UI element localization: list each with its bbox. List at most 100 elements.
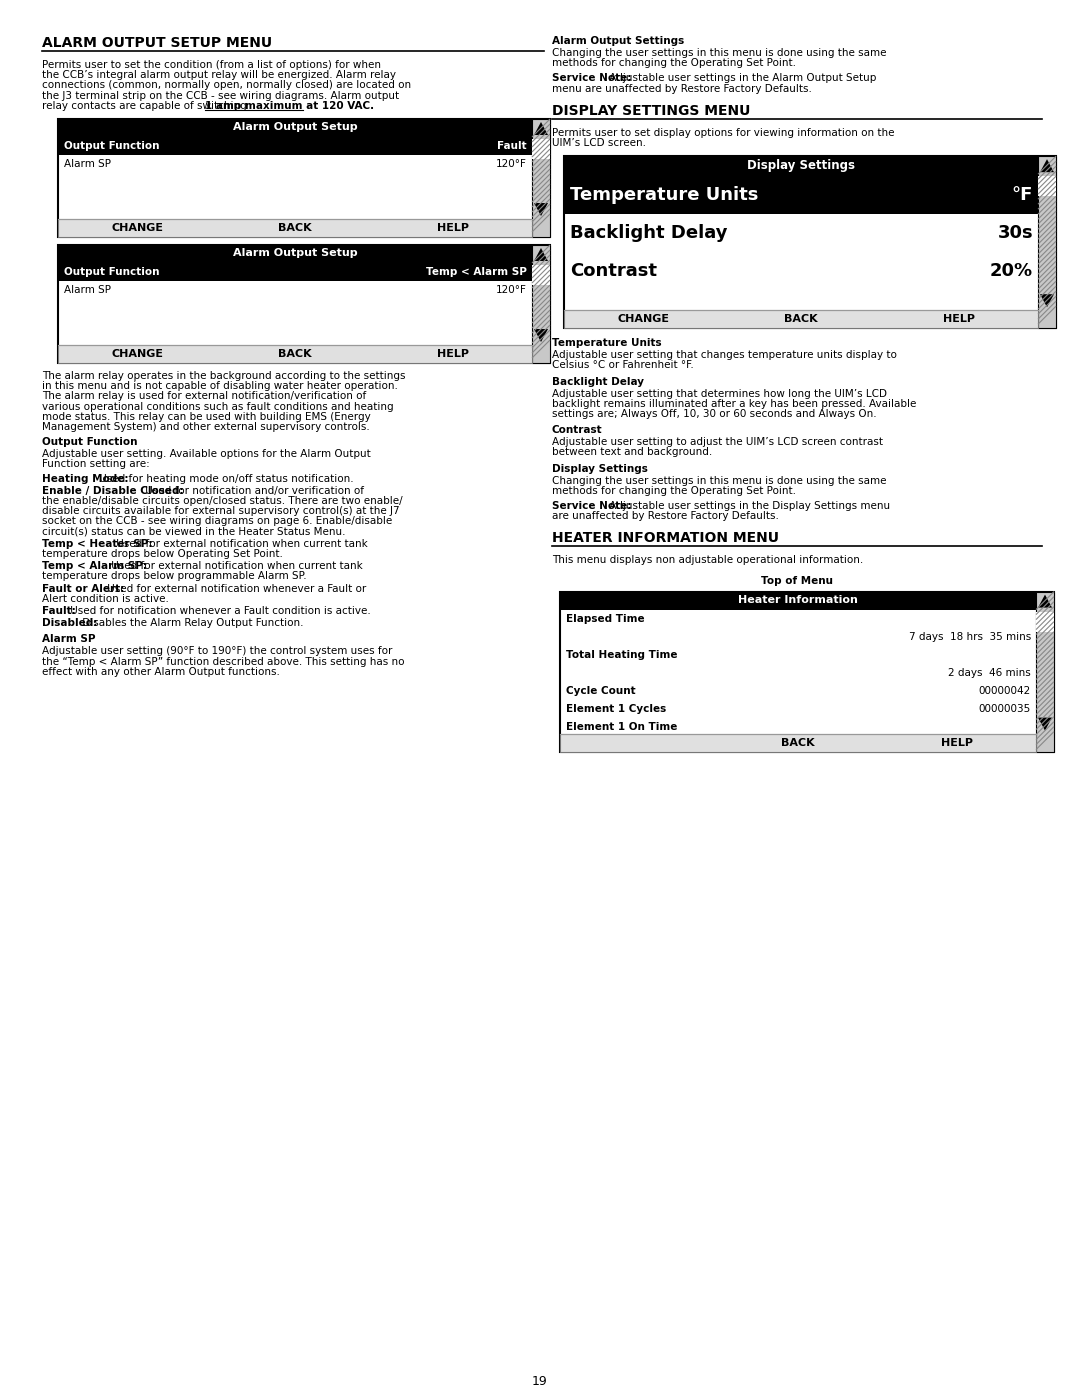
Text: ALARM OUTPUT SETUP MENU: ALARM OUTPUT SETUP MENU [42,36,272,50]
Bar [561,591,1054,752]
Polygon shape [1040,159,1054,172]
Text: The alarm relay operates in the background according to the settings: The alarm relay operates in the backgrou… [42,372,405,381]
Text: methods for changing the Operating Set Point.: methods for changing the Operating Set P… [552,59,796,68]
Text: Backlight Delay: Backlight Delay [552,377,644,387]
Bar [532,119,550,237]
Text: Heating Mode:: Heating Mode: [42,474,129,483]
Text: Heater Information: Heater Information [738,595,858,605]
Text: 30s: 30s [997,224,1032,242]
Text: Disabled:: Disabled: [42,619,97,629]
Text: menu are unaffected by Restore Factory Defaults.: menu are unaffected by Restore Factory D… [552,84,812,94]
Text: Permits user to set display options for viewing information on the: Permits user to set display options for … [552,127,894,138]
Bar [58,119,532,137]
Polygon shape [534,203,548,217]
Text: in this menu and is not capable of disabling water heater operation.: in this menu and is not capable of disab… [42,381,397,391]
Text: Element 1 Cycles: Element 1 Cycles [566,704,666,714]
Text: Used for heating mode on/off status notification.: Used for heating mode on/off status noti… [96,474,353,483]
Bar [561,733,1036,752]
Text: HELP: HELP [943,314,975,324]
Text: This menu displays non adjustable operational information.: This menu displays non adjustable operat… [552,556,863,566]
Text: Output Function: Output Function [42,437,137,447]
Text: Temp < Alarm SP: Temp < Alarm SP [427,267,527,277]
Bar [532,244,550,363]
Bar [58,244,532,263]
Text: the J3 terminal strip on the CCB - see wiring diagrams. Alarm output: the J3 terminal strip on the CCB - see w… [42,91,400,101]
Text: CHANGE: CHANGE [617,314,669,324]
Text: the enable/disable circuits open/closed status. There are two enable/: the enable/disable circuits open/closed … [42,496,403,506]
Text: Permits user to set the condition (from a list of options) for when: Permits user to set the condition (from … [42,60,381,70]
Text: backlight remains illuminated after a key has been pressed. Available: backlight remains illuminated after a ke… [552,398,916,409]
Text: Fault:: Fault: [42,606,76,616]
Text: mode status. This relay can be used with building EMS (Energy: mode status. This relay can be used with… [42,412,370,422]
Bar [58,219,532,237]
Polygon shape [534,122,548,136]
Text: 19: 19 [532,1375,548,1389]
Polygon shape [1038,718,1052,731]
Text: various operational conditions such as fault conditions and heating: various operational conditions such as f… [42,401,393,412]
Text: Changing the user settings in this menu is done using the same: Changing the user settings in this menu … [552,47,887,59]
Text: CHANGE: CHANGE [111,349,163,359]
Text: socket on the CCB - see wiring diagrams on page 6. Enable/disable: socket on the CCB - see wiring diagrams … [42,517,392,527]
Text: 120°F: 120°F [496,159,527,169]
Text: Alarm SP: Alarm SP [42,634,95,644]
Bar [564,310,1038,328]
Bar [1038,156,1056,328]
Text: Alarm SP: Alarm SP [64,159,111,169]
Text: Adjustable user setting to adjust the UIM’s LCD screen contrast: Adjustable user setting to adjust the UI… [552,437,883,447]
Text: 7 days  18 hrs  35 mins: 7 days 18 hrs 35 mins [908,631,1031,641]
Text: Enable / Disable Closed:: Enable / Disable Closed: [42,486,184,496]
Text: Management System) and other external supervisory controls.: Management System) and other external su… [42,422,369,432]
Text: CHANGE: CHANGE [111,224,163,233]
Text: °F: °F [1012,186,1032,204]
Text: HELP: HELP [437,224,469,233]
Text: disable circuits available for external supervisory control(s) at the J7: disable circuits available for external … [42,506,400,517]
Text: connections (common, normally open, normally closed) are located on: connections (common, normally open, norm… [42,81,411,91]
Text: 00000042: 00000042 [978,686,1031,696]
Text: Fault: Fault [498,141,527,151]
Text: BACK: BACK [279,224,312,233]
Bar [532,265,550,285]
Text: Contrast: Contrast [570,263,657,281]
Text: Temperature Units: Temperature Units [552,338,662,348]
Bar [58,345,532,363]
Text: Contrast: Contrast [552,425,603,436]
Text: Elapsed Time: Elapsed Time [566,613,645,623]
Text: Fault or Alert:: Fault or Alert: [42,584,124,594]
Text: Alarm Output Settings: Alarm Output Settings [552,36,685,46]
Text: BACK: BACK [781,738,814,747]
Text: Element 1 On Time: Element 1 On Time [566,722,677,732]
Text: relay contacts are capable of switching: relay contacts are capable of switching [42,101,249,110]
Text: 00000035: 00000035 [978,704,1031,714]
Text: Adjustable user settings in the Display Settings menu: Adjustable user settings in the Display … [606,502,890,511]
Bar [564,156,1038,176]
Text: HEATER INFORMATION MENU: HEATER INFORMATION MENU [552,531,779,545]
Text: 2 days  46 mins: 2 days 46 mins [948,668,1031,678]
Text: Top of Menu: Top of Menu [761,576,833,585]
Text: effect with any other Alarm Output functions.: effect with any other Alarm Output funct… [42,666,280,676]
Text: between text and background.: between text and background. [552,447,712,457]
Bar [58,137,532,155]
Text: the “Temp < Alarm SP” function described above. This setting has no: the “Temp < Alarm SP” function described… [42,657,405,666]
Polygon shape [1038,595,1052,608]
Text: BACK: BACK [279,349,312,359]
Text: Display Settings: Display Settings [747,159,855,172]
Text: Function setting are:: Function setting are: [42,460,150,469]
Text: Used for external notification when current tank: Used for external notification when curr… [112,539,367,549]
Text: Alarm SP: Alarm SP [64,285,111,295]
Text: Output Function: Output Function [64,141,160,151]
Bar [564,176,1038,214]
Text: temperature drops below programmable Alarm SP.: temperature drops below programmable Ala… [42,571,307,581]
Text: 1 amp maximum at 120 VAC.: 1 amp maximum at 120 VAC. [205,101,375,110]
Text: Temp < Heater SP:: Temp < Heater SP: [42,539,152,549]
Text: HELP: HELP [437,349,469,359]
Text: UIM’s LCD screen.: UIM’s LCD screen. [552,138,646,148]
Text: DISPLAY SETTINGS MENU: DISPLAY SETTINGS MENU [552,103,751,117]
Bar [561,591,1036,609]
Text: Backlight Delay: Backlight Delay [570,224,728,242]
Text: Alarm Output Setup: Alarm Output Setup [232,249,357,258]
Text: settings are; Always Off, 10, 30 or 60 seconds and Always On.: settings are; Always Off, 10, 30 or 60 s… [552,409,877,419]
Text: Adjustable user setting. Available options for the Alarm Output: Adjustable user setting. Available optio… [42,450,370,460]
Bar [58,263,532,281]
Text: BACK: BACK [784,314,818,324]
Polygon shape [534,249,548,261]
